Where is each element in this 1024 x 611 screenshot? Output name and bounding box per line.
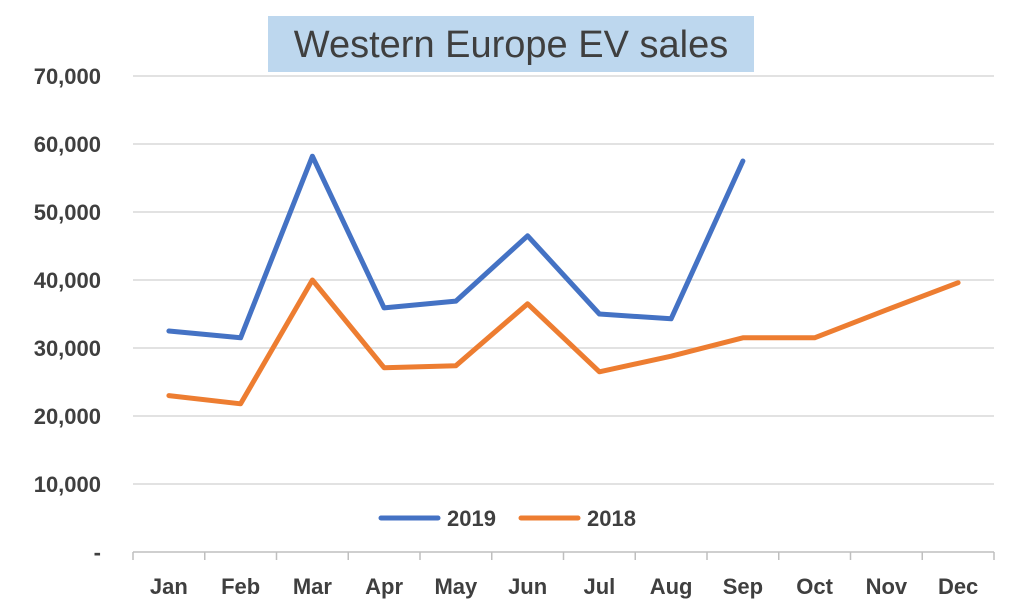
legend: 2019 2018 [378, 506, 636, 531]
x-tick-label: Oct [796, 574, 833, 599]
y-tick-label: 60,000 [34, 132, 101, 157]
y-tick-label: 30,000 [34, 336, 101, 361]
x-tick-label: Nov [866, 574, 908, 599]
y-tick-label: 20,000 [34, 404, 101, 429]
x-axis-labels: Jan Feb Mar Apr May Jun Jul Aug Sep Oct Nov Dec [150, 574, 978, 599]
x-tick-label: Feb [221, 574, 260, 599]
series-lines [166, 153, 961, 407]
y-tick-label: - [94, 540, 101, 565]
x-tick-label: Dec [938, 574, 978, 599]
x-tick-label: Jul [583, 574, 615, 599]
legend-label-2018: 2018 [587, 506, 636, 531]
y-tick-label: 70,000 [34, 64, 101, 89]
x-tick-label: Apr [365, 574, 403, 599]
x-tick-label: Mar [293, 574, 333, 599]
x-tick-label: May [434, 574, 478, 599]
chart-title: Western Europe EV sales [294, 24, 728, 66]
chart-title-background [268, 16, 754, 72]
y-tick-label: 40,000 [34, 268, 101, 293]
x-tick-label: Sep [723, 574, 763, 599]
x-tick-label: Jan [150, 574, 188, 599]
y-tick-label: 50,000 [34, 200, 101, 225]
y-axis-labels: - 10,000 20,000 30,000 40,000 50,000 60,000 70,… [34, 64, 101, 565]
series-line-2018 [166, 277, 961, 407]
y-tick-label: 10,000 [34, 472, 101, 497]
legend-label-2019: 2019 [447, 506, 496, 531]
gridlines [132, 75, 995, 560]
x-tick-label: Jun [508, 574, 547, 599]
x-tick-label: Aug [650, 574, 693, 599]
series-line-2019 [166, 153, 746, 341]
